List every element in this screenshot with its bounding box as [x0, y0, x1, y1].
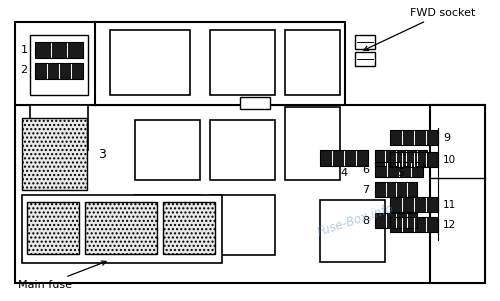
- Bar: [15, 22, 345, 105]
- Bar: [30, 35, 88, 95]
- Bar: [375, 213, 417, 228]
- Bar: [210, 120, 275, 180]
- Text: 3: 3: [98, 148, 106, 162]
- Bar: [375, 182, 417, 197]
- Bar: [285, 30, 340, 95]
- Bar: [320, 150, 368, 166]
- Text: 6: 6: [362, 165, 369, 175]
- Text: 10: 10: [443, 155, 456, 165]
- Bar: [390, 152, 438, 167]
- Bar: [375, 150, 427, 166]
- Bar: [320, 150, 368, 166]
- Bar: [355, 35, 375, 49]
- Bar: [390, 197, 438, 212]
- Text: 11: 11: [443, 200, 456, 210]
- Bar: [27, 202, 79, 254]
- Bar: [390, 217, 438, 232]
- Bar: [390, 130, 438, 145]
- Bar: [390, 217, 438, 232]
- Bar: [135, 195, 200, 255]
- Text: 4: 4: [340, 168, 347, 178]
- Bar: [390, 130, 438, 145]
- Text: 2: 2: [20, 65, 28, 75]
- Bar: [22, 118, 87, 190]
- Text: 1: 1: [20, 45, 28, 55]
- Bar: [390, 197, 438, 212]
- Bar: [375, 162, 423, 177]
- Bar: [35, 42, 83, 58]
- Bar: [30, 105, 88, 150]
- Text: 8: 8: [362, 216, 369, 226]
- Text: FWD socket: FWD socket: [364, 8, 476, 50]
- Text: 9: 9: [443, 133, 450, 143]
- Bar: [375, 150, 427, 166]
- Bar: [240, 97, 270, 109]
- Bar: [110, 30, 190, 95]
- Text: 12: 12: [443, 220, 456, 230]
- Bar: [15, 105, 485, 283]
- Bar: [430, 105, 485, 283]
- Text: 5: 5: [398, 168, 404, 178]
- Bar: [375, 213, 417, 228]
- Bar: [355, 52, 375, 66]
- Bar: [85, 202, 157, 254]
- Bar: [163, 202, 215, 254]
- Bar: [375, 182, 417, 197]
- Text: 7: 7: [362, 185, 369, 195]
- Bar: [22, 195, 222, 263]
- Bar: [375, 162, 423, 177]
- Bar: [135, 120, 200, 180]
- Bar: [35, 63, 83, 79]
- Bar: [35, 42, 83, 58]
- Bar: [390, 152, 438, 167]
- Text: Fuse-Box.info: Fuse-Box.info: [315, 202, 395, 238]
- Bar: [210, 30, 275, 95]
- Bar: [210, 195, 275, 255]
- Text: Main fuse: Main fuse: [18, 261, 106, 290]
- Bar: [320, 200, 385, 262]
- Bar: [35, 63, 83, 79]
- Bar: [285, 107, 340, 180]
